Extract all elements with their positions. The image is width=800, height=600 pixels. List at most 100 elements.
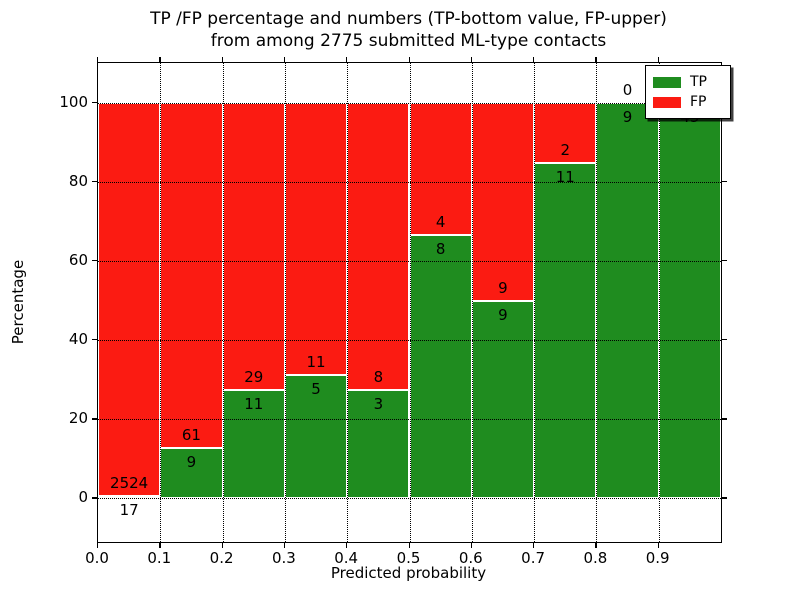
- y-tick-label: 100: [59, 92, 88, 111]
- x-tick-mark-top: [221, 57, 223, 62]
- x-tick-label: 0.8: [583, 549, 608, 567]
- y-tick-mark: [92, 180, 97, 183]
- legend-label: TP: [690, 74, 707, 90]
- tp-count-label: 11: [555, 168, 575, 187]
- x-tick-mark: [346, 542, 348, 548]
- y-tick-label: 40: [68, 330, 88, 349]
- x-tick-mark-top: [533, 57, 535, 62]
- x-tick-label: 0.2: [209, 549, 234, 567]
- y-tick-mark: [92, 339, 97, 341]
- bar-segment-fp: [534, 102, 597, 164]
- bar-segment-fp: [284, 102, 348, 375]
- bar-segment-fp: [222, 102, 285, 390]
- bar-segment-fp: [347, 102, 410, 391]
- x-tick-label: 0.9: [645, 549, 670, 567]
- x-tick-mark-top: [595, 57, 597, 62]
- x-gridline: [596, 63, 598, 542]
- chart-title: TP /FP percentage and numbers (TP-bottom…: [97, 8, 720, 52]
- y-tick-mark: [92, 101, 97, 103]
- x-tick-label: 0.0: [85, 549, 109, 567]
- fp-count-label: 4: [435, 212, 446, 231]
- x-tick-mark: [657, 542, 659, 548]
- x-tick-mark-top: [657, 57, 659, 62]
- y-tick-mark-right: [721, 418, 727, 420]
- x-tick-label: 0.7: [521, 549, 546, 567]
- x-gridline: [534, 63, 536, 542]
- bar-segment-fp: [160, 102, 223, 448]
- y-tick-label: 60: [68, 250, 88, 269]
- y-tick-mark: [92, 259, 97, 262]
- bar-segment-tp: [534, 163, 597, 499]
- chart-title-line1: TP /FP percentage and numbers (TP-bottom…: [150, 9, 667, 29]
- y-axis-label: Percentage: [9, 259, 27, 345]
- bar-segment-tp: [347, 390, 410, 499]
- x-tick-mark-top: [470, 57, 473, 62]
- x-tick-label: 0.5: [396, 549, 421, 567]
- fp-count-label: 61: [181, 425, 201, 444]
- bar-segment-tp: [98, 495, 161, 499]
- x-tick-label: 0.4: [334, 549, 359, 567]
- x-gridline: [471, 63, 473, 542]
- bar-segment-fp: [98, 102, 161, 496]
- bar-segment-tp: [160, 447, 223, 499]
- plot-area: 252417619291111583489921109045: [97, 62, 722, 543]
- bar-segment-tp: [596, 102, 659, 499]
- y-tick-mark-right: [721, 497, 727, 499]
- bar-segment-tp: [409, 234, 472, 499]
- tp-count-label: 9: [622, 107, 633, 126]
- x-tick-mark: [533, 542, 535, 548]
- fp-count-label: 2: [560, 141, 571, 160]
- bar-segment-tp: [471, 300, 535, 499]
- chart-title-line2: from among 2775 submitted ML-type contac…: [210, 31, 607, 51]
- x-tick-mark: [408, 542, 410, 548]
- y-tick-mark-right: [721, 259, 727, 262]
- legend-label: FP: [690, 94, 707, 110]
- tp-swatch-icon: [653, 76, 681, 88]
- fp-count-label: 0: [622, 80, 633, 99]
- x-tick-mark-top: [159, 57, 161, 62]
- legend: TP FP: [645, 65, 731, 119]
- fp-count-label: 8: [373, 368, 384, 387]
- x-tick-label: 0.1: [147, 549, 172, 567]
- tp-count-label: 5: [311, 379, 321, 398]
- tp-count-label: 9: [186, 452, 197, 471]
- y-tick-mark-right: [721, 180, 727, 183]
- fp-count-label: 9: [498, 278, 508, 297]
- tp-count-label: 11: [244, 394, 264, 413]
- x-tick-mark: [221, 542, 223, 548]
- x-axis-label: Predicted probability: [330, 564, 487, 582]
- bar-segment-tp: [284, 374, 348, 499]
- x-tick-mark-top: [283, 57, 286, 62]
- tp-count-label: 17: [119, 500, 139, 519]
- tp-count-label: 8: [435, 239, 446, 258]
- x-tick-mark: [595, 542, 597, 548]
- legend-entry: TP: [653, 73, 723, 91]
- fp-count-label: 2524: [110, 473, 149, 492]
- fp-count-label: 11: [306, 352, 326, 371]
- y-tick-label: 0: [78, 488, 88, 507]
- x-tick-label: 0.6: [458, 549, 483, 567]
- y-tick-mark-right: [721, 339, 727, 341]
- tp-count-label: 9: [498, 305, 508, 324]
- x-tick-mark-top: [346, 57, 348, 62]
- x-gridline: [409, 63, 411, 542]
- x-gridline: [284, 63, 286, 542]
- y-tick-label: 80: [68, 171, 88, 190]
- x-tick-mark-top: [97, 57, 99, 62]
- legend-entry: FP: [653, 93, 723, 111]
- x-gridline: [658, 63, 660, 542]
- x-tick-label: 0.3: [271, 549, 296, 567]
- x-tick-mark-top: [408, 57, 410, 62]
- x-gridline: [222, 63, 224, 542]
- x-tick-mark: [283, 542, 286, 548]
- bar-segment-tp: [658, 102, 721, 499]
- x-tick-mark: [97, 542, 99, 548]
- x-tick-mark: [470, 542, 473, 548]
- tp-count-label: 3: [373, 395, 384, 414]
- x-gridline: [160, 63, 162, 542]
- fp-count-label: 29: [244, 367, 264, 386]
- x-tick-mark: [159, 542, 161, 548]
- bar-segment-fp: [471, 102, 535, 301]
- x-gridline: [347, 63, 349, 542]
